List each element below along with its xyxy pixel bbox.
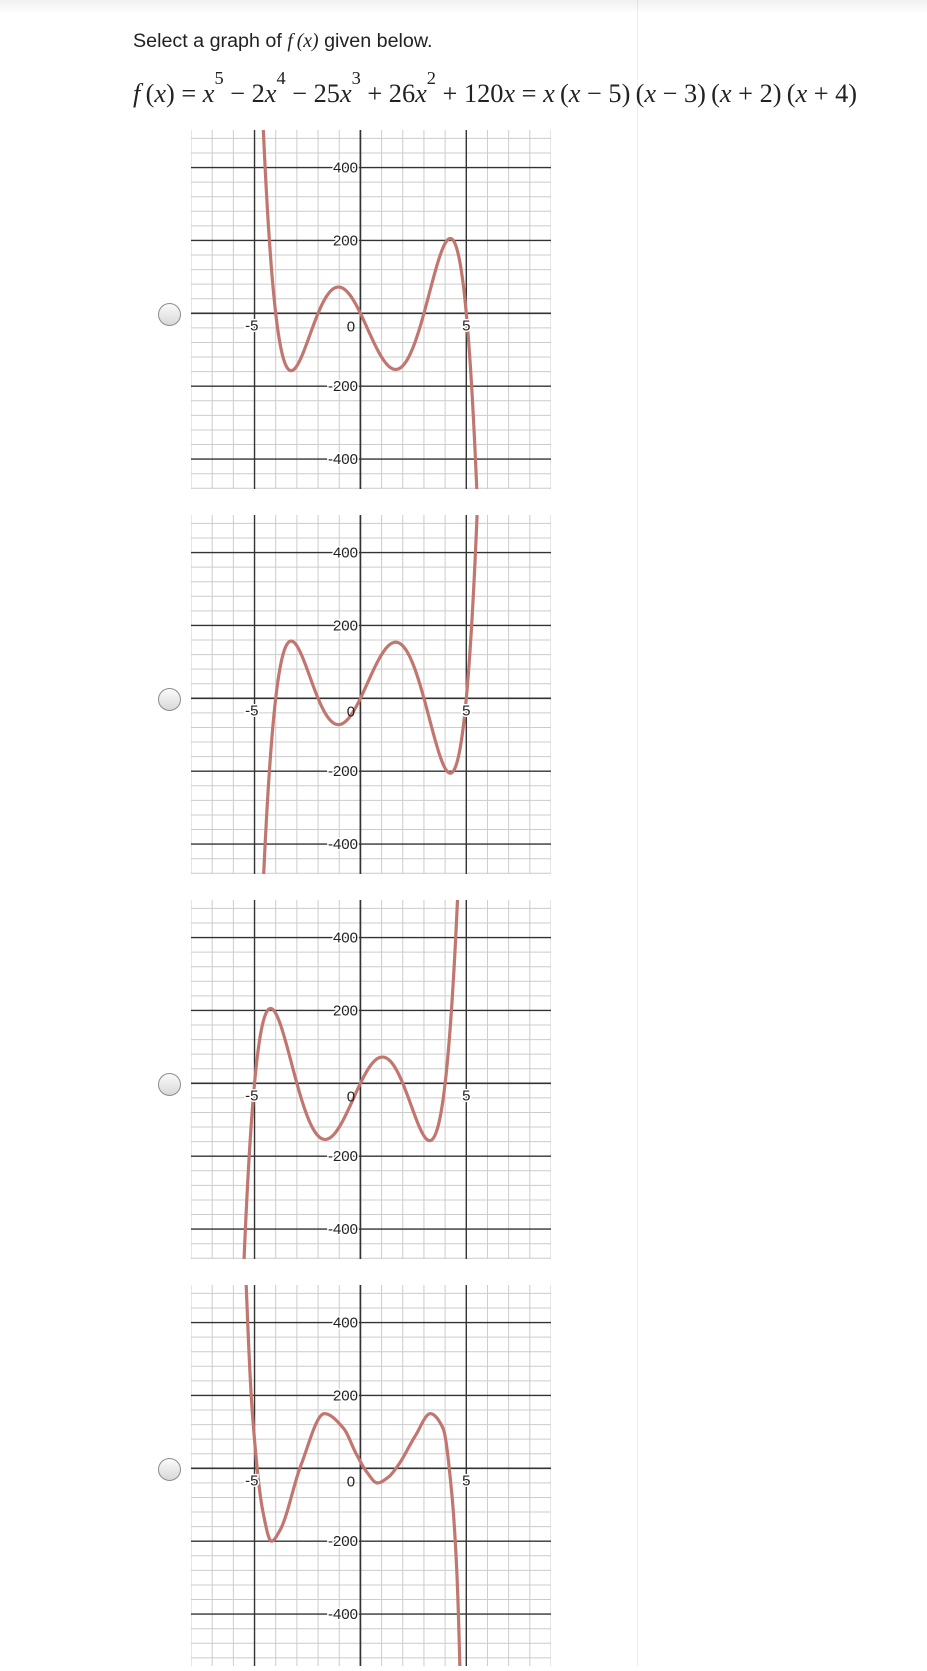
svg-text:0: 0	[347, 318, 355, 335]
svg-text:-200: -200	[328, 1148, 358, 1165]
svg-text:5: 5	[462, 703, 470, 720]
svg-text:200: 200	[333, 1002, 358, 1019]
svg-text:-5: -5	[245, 703, 258, 720]
svg-text:200: 200	[333, 232, 358, 249]
svg-text:-5: -5	[245, 1088, 258, 1105]
svg-text:400: 400	[333, 1315, 358, 1332]
svg-text:400: 400	[333, 930, 358, 947]
svg-text:-200: -200	[328, 763, 358, 780]
svg-text:5: 5	[462, 1088, 470, 1105]
svg-text:5: 5	[462, 318, 470, 335]
svg-text:-5: -5	[245, 318, 258, 335]
svg-text:5: 5	[462, 1473, 470, 1490]
svg-text:400: 400	[333, 160, 358, 177]
svg-text:-5: -5	[245, 1473, 258, 1490]
svg-text:-200: -200	[328, 378, 358, 395]
svg-text:-400: -400	[328, 1606, 358, 1623]
svg-text:400: 400	[333, 545, 358, 562]
svg-text:0: 0	[347, 703, 355, 720]
svg-text:0: 0	[347, 1473, 355, 1490]
svg-text:-400: -400	[328, 451, 358, 468]
svg-text:-400: -400	[328, 836, 358, 853]
svg-text:200: 200	[333, 1387, 358, 1404]
svg-text:-400: -400	[328, 1221, 358, 1238]
svg-text:-200: -200	[328, 1533, 358, 1550]
svg-text:200: 200	[333, 617, 358, 634]
svg-text:0: 0	[347, 1088, 355, 1105]
